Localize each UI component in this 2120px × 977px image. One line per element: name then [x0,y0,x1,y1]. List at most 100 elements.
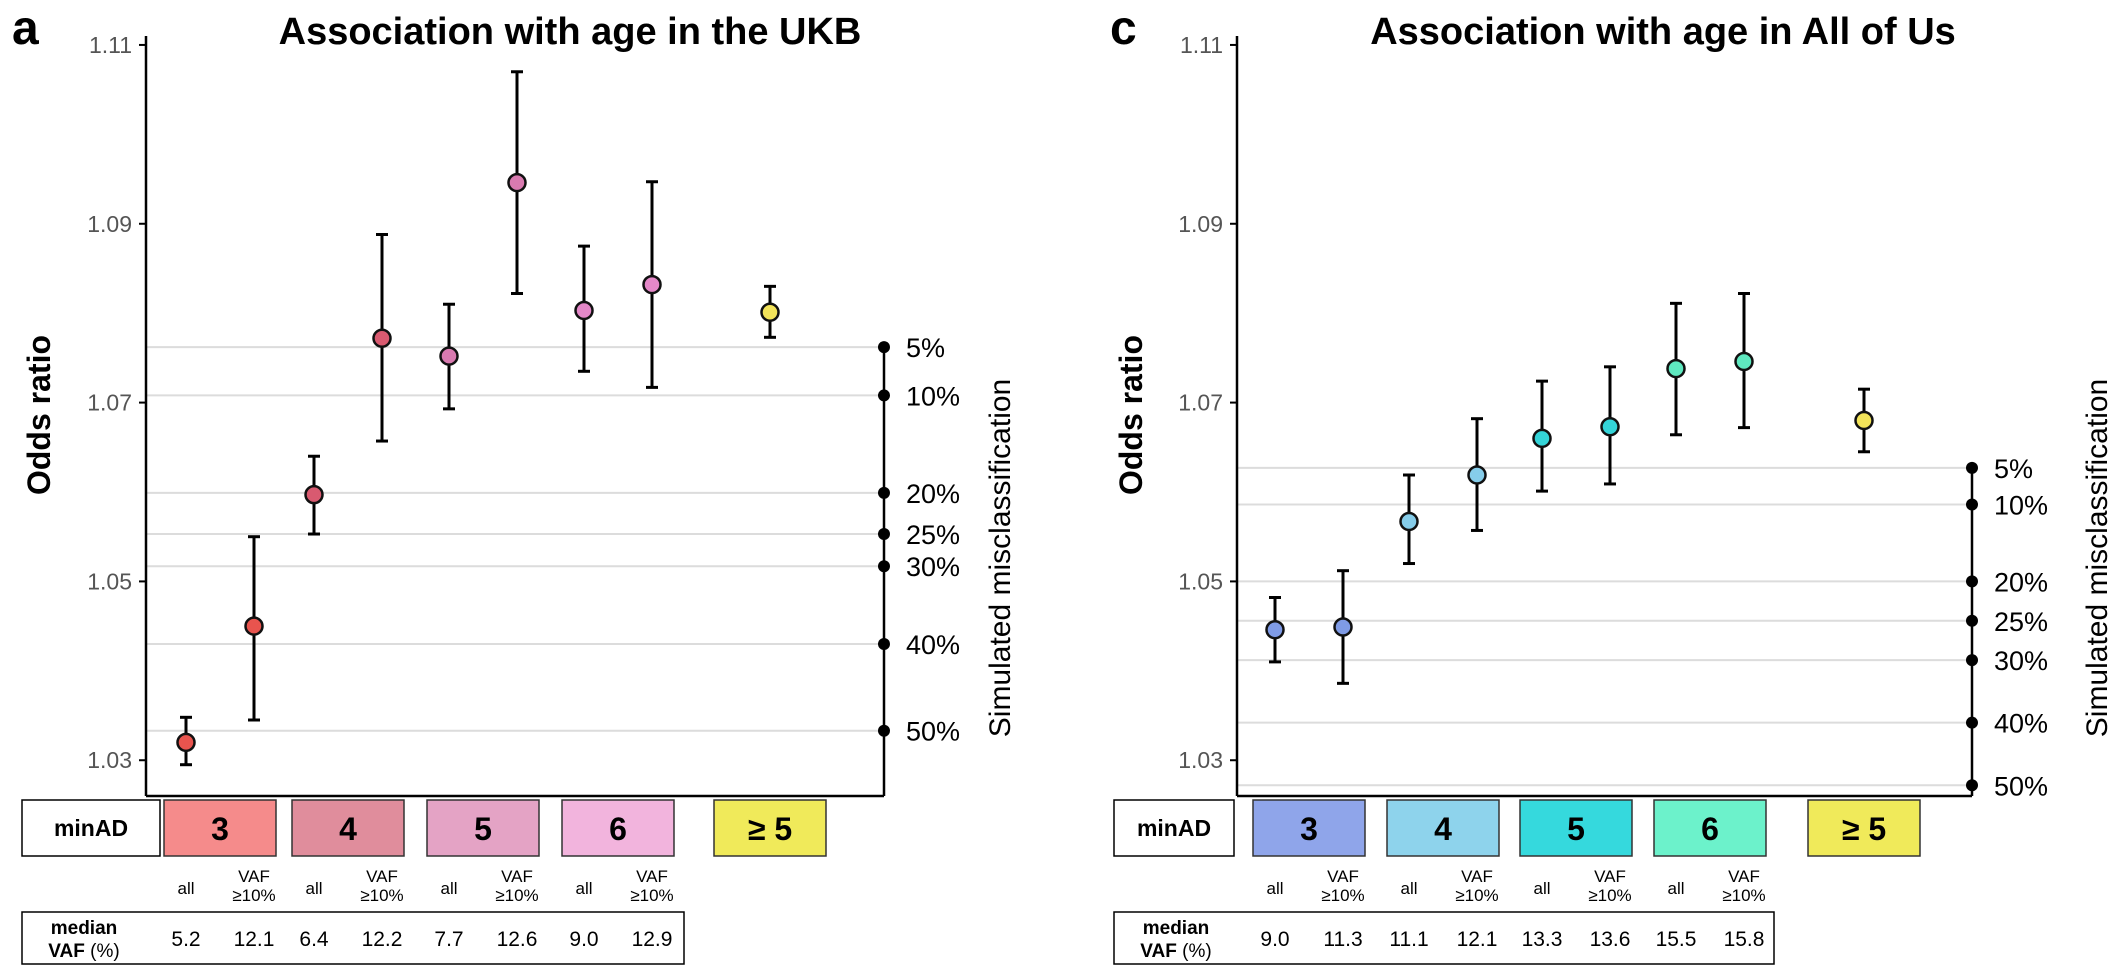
category-label: 5 [1567,811,1585,847]
median-vaf-box [21,911,685,965]
y-tick-label: 1.09 [1178,211,1223,237]
minad-label-box [1113,799,1235,857]
vaf-bold: VAF [48,941,85,962]
sub-label-threshold: ≥10% [1321,886,1364,905]
chart-title: Association with age in All of Us [1370,11,1956,53]
data-point-group [1333,569,1353,685]
data-point-group [1532,379,1552,493]
misclassification-label: 30% [906,552,960,582]
misclassification-dot [1966,779,1978,792]
sub-label-all: all [440,879,457,898]
y-tick-label: 1.09 [87,211,132,237]
category-label: 4 [1434,811,1452,847]
data-point-group [304,454,324,536]
sub-label-all: all [575,879,592,898]
misclassification-label: 20% [906,479,960,509]
median-vaf-value: 6.4 [299,928,329,951]
data-point-group [176,715,196,767]
category-box [713,799,827,857]
odds-ratio-point [1532,428,1552,449]
median-vaf-value: 12.9 [632,928,673,951]
data-point-group [574,244,594,373]
sub-label-vaf: VAF [1461,867,1493,886]
data-point-group [372,232,392,443]
panel-letter: c [1110,2,1137,55]
category-label: 6 [609,811,627,847]
sub-label-vaf: VAF [1728,867,1760,886]
category-box [1653,799,1767,857]
sub-label-threshold: ≥10% [630,886,673,905]
misclassification-label: 50% [906,717,960,747]
sub-label-threshold: ≥10% [360,886,403,905]
misclassification-dot [878,486,890,499]
misclassification-label: 40% [906,630,960,660]
y-tick-label: 1.11 [1180,32,1223,58]
category-box [1807,799,1921,857]
sub-label-all: all [1400,879,1417,898]
median-vaf-value: 11.3 [1323,928,1362,951]
misclassification-label: 10% [906,381,960,411]
category-box [1519,799,1633,857]
vaf-bold: VAF [1140,941,1177,962]
misclassification-label: 5% [1994,454,2033,484]
data-point-group [1467,417,1487,532]
misclassification-label: 25% [906,520,960,550]
sub-label-all: all [1266,879,1283,898]
sub-label-threshold: ≥10% [1455,886,1498,905]
odds-ratio-point [1265,619,1285,640]
category-label: ≥ 5 [1842,811,1886,847]
y-tick-label: 1.07 [1178,390,1223,416]
misclassification-label: 20% [1994,567,2048,597]
y-tick-label: 1.03 [1178,747,1223,773]
odds-ratio-point [176,732,196,753]
category-box [291,799,405,857]
sub-label-vaf: VAF [366,867,398,886]
data-point-group [760,284,780,339]
sub-label-threshold: ≥10% [1588,886,1631,905]
median-vaf-value: 12.2 [362,928,403,951]
misclassification-dot [878,560,890,573]
sub-label-vaf: VAF [1327,867,1359,886]
y-tick-label: 1.05 [1178,568,1223,594]
odds-ratio-point [1666,358,1686,379]
sub-label-all: all [1533,879,1550,898]
odds-ratio-point [1600,416,1620,437]
data-point-group [1265,596,1285,664]
median-vaf-value: 11.1 [1389,928,1428,951]
misclassification-dot [1966,654,1978,667]
sub-label-threshold: ≥10% [232,886,275,905]
odds-ratio-point [1333,617,1353,637]
data-point-group [642,180,662,389]
misclassification-dot [878,341,890,354]
median-vaf-value: 9.0 [1260,928,1289,951]
median-vaf-label: median [51,918,118,939]
category-label: 5 [474,811,492,847]
misclassification-label: 25% [1994,607,2048,637]
sub-label-vaf: VAF [238,867,270,886]
misclassification-axis-label: Simulated misclassification [2081,379,2114,737]
median-vaf-value: 12.1 [234,928,275,951]
minad-label-box [21,799,161,857]
sub-label-all: all [305,879,322,898]
misclassification-label: 10% [1994,491,2048,521]
data-point-group [1854,387,1874,454]
category-box [1386,799,1500,857]
sub-label-all: all [177,879,194,898]
category-box [163,799,277,857]
category-box [426,799,540,857]
misclassification-axis-label: Simulated misclassification [984,379,1017,737]
odds-ratio-point [244,616,264,636]
chart-title: Association with age in the UKB [279,11,862,53]
category-box [1252,799,1366,857]
median-vaf-value: 12.1 [1457,928,1498,951]
y-axis-label: Odds ratio [1113,335,1149,495]
median-vaf-value: 15.5 [1656,928,1697,951]
y-tick-label: 1.03 [87,747,132,773]
misclassification-label: 40% [1994,709,2048,739]
odds-ratio-point [574,300,594,321]
misclassification-label: 50% [1994,771,2048,801]
median-vaf-label: median [1143,918,1210,939]
median-vaf-value: 13.6 [1590,928,1631,951]
y-tick-label: 1.11 [89,32,132,58]
odds-ratio-point [642,274,662,295]
